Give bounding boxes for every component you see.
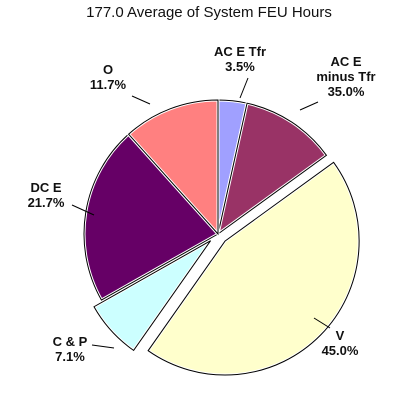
pie-slice-outline-4 [83, 133, 219, 301]
slice-label-3: C & P 7.1% [53, 334, 88, 364]
slice-label-line: 7.1% [55, 349, 85, 364]
slice-label-5: O 11.7% [90, 62, 127, 92]
pie-slice-outline-2 [147, 161, 360, 376]
slice-label-0: AC E Tfr 3.5% [214, 44, 266, 74]
pie-slice-outline-1 [217, 102, 328, 236]
chart-title: 177.0 Average of System FEU Hours [86, 4, 332, 21]
slice-label-line: 35.0% [328, 84, 365, 99]
slice-label-line: 3.5% [225, 59, 255, 74]
slice-label-line: O [103, 62, 113, 77]
slice-label-line: DC E [30, 180, 61, 195]
leader-line-0 [239, 77, 249, 99]
leader-line-4 [71, 204, 95, 216]
slice-label-4: DC E 21.7% [28, 180, 65, 210]
slice-label-line: AC E Tfr [214, 44, 266, 59]
slice-label-line: 11.7% [90, 77, 127, 92]
pie-slice-outline-3 [93, 240, 212, 352]
slice-label-line: V [336, 328, 345, 343]
slice-label-line: 21.7% [28, 195, 65, 210]
leader-line-5 [131, 95, 151, 105]
leader-line-1 [299, 101, 319, 111]
slice-label-line: minus Tfr [316, 69, 375, 84]
pie-slice-outline-5 [127, 99, 219, 236]
slice-label-2: V 45.0% [322, 328, 359, 358]
leader-line-2 [313, 317, 331, 329]
slice-label-line: C & P [53, 334, 88, 349]
slice-label-line: AC E [330, 54, 361, 69]
leader-line-3 [91, 344, 115, 349]
slice-label-line: 45.0% [322, 343, 359, 358]
